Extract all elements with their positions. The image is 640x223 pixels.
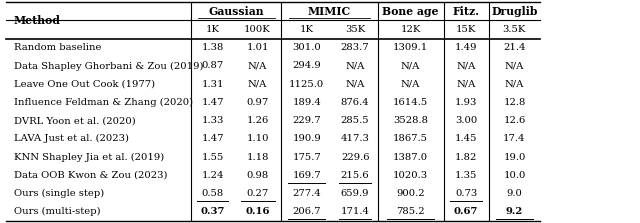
Text: 10.0: 10.0: [503, 171, 525, 180]
Text: 100K: 100K: [244, 25, 271, 34]
Text: 1.55: 1.55: [202, 153, 224, 161]
Text: 12K: 12K: [401, 25, 421, 34]
Text: 277.4: 277.4: [292, 189, 321, 198]
Text: 294.9: 294.9: [292, 62, 321, 70]
Text: 1.35: 1.35: [455, 171, 477, 180]
Text: 229.7: 229.7: [292, 116, 321, 125]
Text: Leave One Out Cook (1977): Leave One Out Cook (1977): [14, 80, 155, 89]
Text: 0.97: 0.97: [246, 98, 269, 107]
Text: N/A: N/A: [248, 80, 268, 89]
Text: Ours (multi-step): Ours (multi-step): [14, 207, 100, 216]
Text: 35K: 35K: [345, 25, 365, 34]
Text: 1K: 1K: [300, 25, 314, 34]
Text: Druglib: Druglib: [492, 6, 538, 17]
Text: 1.24: 1.24: [202, 171, 224, 180]
Text: 0.98: 0.98: [246, 171, 269, 180]
Text: N/A: N/A: [401, 80, 420, 89]
Text: 1867.5: 1867.5: [393, 134, 428, 143]
Text: 0.58: 0.58: [202, 189, 224, 198]
Text: 0.27: 0.27: [246, 189, 269, 198]
Text: Fitz.: Fitz.: [452, 6, 479, 17]
Text: Influence Feldman & Zhang (2020): Influence Feldman & Zhang (2020): [14, 98, 193, 107]
Text: Bone age: Bone age: [382, 6, 439, 17]
Text: 301.0: 301.0: [292, 43, 321, 52]
Text: 171.4: 171.4: [340, 207, 370, 216]
Text: 215.6: 215.6: [341, 171, 369, 180]
Text: 3.5K: 3.5K: [503, 25, 526, 34]
Text: 206.7: 206.7: [292, 207, 321, 216]
Text: N/A: N/A: [505, 80, 524, 89]
Text: Gaussian: Gaussian: [209, 6, 264, 17]
Text: 1.45: 1.45: [455, 134, 477, 143]
Text: 785.2: 785.2: [396, 207, 425, 216]
Text: 1.47: 1.47: [202, 134, 224, 143]
Text: 229.6: 229.6: [341, 153, 369, 161]
Text: 189.4: 189.4: [292, 98, 321, 107]
Text: 1309.1: 1309.1: [393, 43, 428, 52]
Text: 1.10: 1.10: [246, 134, 269, 143]
Text: 0.67: 0.67: [454, 207, 478, 216]
Text: 190.9: 190.9: [292, 134, 321, 143]
Text: 1.47: 1.47: [202, 98, 224, 107]
Text: 1387.0: 1387.0: [393, 153, 428, 161]
Text: N/A: N/A: [346, 62, 365, 70]
Text: 19.0: 19.0: [503, 153, 525, 161]
Text: 1.18: 1.18: [246, 153, 269, 161]
Text: 0.37: 0.37: [200, 207, 225, 216]
Text: 0.73: 0.73: [455, 189, 477, 198]
Text: 1.33: 1.33: [202, 116, 224, 125]
Text: 169.7: 169.7: [292, 171, 321, 180]
Text: 659.9: 659.9: [341, 189, 369, 198]
Text: 175.7: 175.7: [292, 153, 321, 161]
Text: 876.4: 876.4: [341, 98, 369, 107]
Text: LAVA Just et al. (2023): LAVA Just et al. (2023): [14, 134, 129, 143]
Text: 15K: 15K: [456, 25, 476, 34]
Text: 3528.8: 3528.8: [393, 116, 428, 125]
Text: 1125.0: 1125.0: [289, 80, 324, 89]
Text: N/A: N/A: [456, 80, 476, 89]
Text: KNN Shapley Jia et al. (2019): KNN Shapley Jia et al. (2019): [14, 153, 164, 162]
Text: 285.5: 285.5: [341, 116, 369, 125]
Text: 1.31: 1.31: [202, 80, 224, 89]
Text: N/A: N/A: [505, 62, 524, 70]
Text: 417.3: 417.3: [340, 134, 369, 143]
Text: 1.82: 1.82: [455, 153, 477, 161]
Text: 1.49: 1.49: [455, 43, 477, 52]
Text: 17.4: 17.4: [503, 134, 525, 143]
Text: N/A: N/A: [456, 62, 476, 70]
Text: N/A: N/A: [401, 62, 420, 70]
Text: Random baseline: Random baseline: [14, 43, 101, 52]
Text: 900.2: 900.2: [396, 189, 425, 198]
Text: 1.38: 1.38: [202, 43, 224, 52]
Text: 1K: 1K: [205, 25, 220, 34]
Text: 0.87: 0.87: [202, 62, 224, 70]
Text: 0.16: 0.16: [245, 207, 270, 216]
Text: 12.8: 12.8: [503, 98, 525, 107]
Text: 3.00: 3.00: [455, 116, 477, 125]
Text: 1.93: 1.93: [455, 98, 477, 107]
Text: Ours (single step): Ours (single step): [14, 189, 104, 198]
Text: Method: Method: [14, 15, 61, 26]
Text: Data Shapley Ghorbani & Zou (2019): Data Shapley Ghorbani & Zou (2019): [14, 61, 204, 70]
Text: 1020.3: 1020.3: [393, 171, 428, 180]
Text: 1.26: 1.26: [246, 116, 269, 125]
Text: 1.01: 1.01: [246, 43, 269, 52]
Text: 283.7: 283.7: [341, 43, 369, 52]
Text: 21.4: 21.4: [503, 43, 525, 52]
Text: Data OOB Kwon & Zou (2023): Data OOB Kwon & Zou (2023): [14, 171, 167, 180]
Text: 12.6: 12.6: [503, 116, 525, 125]
Text: 1614.5: 1614.5: [393, 98, 428, 107]
Text: DVRL Yoon et al. (2020): DVRL Yoon et al. (2020): [14, 116, 136, 125]
Text: N/A: N/A: [248, 62, 268, 70]
Text: N/A: N/A: [346, 80, 365, 89]
Text: MIMIC: MIMIC: [308, 6, 351, 17]
Text: 9.0: 9.0: [506, 189, 522, 198]
Text: 9.2: 9.2: [506, 207, 523, 216]
